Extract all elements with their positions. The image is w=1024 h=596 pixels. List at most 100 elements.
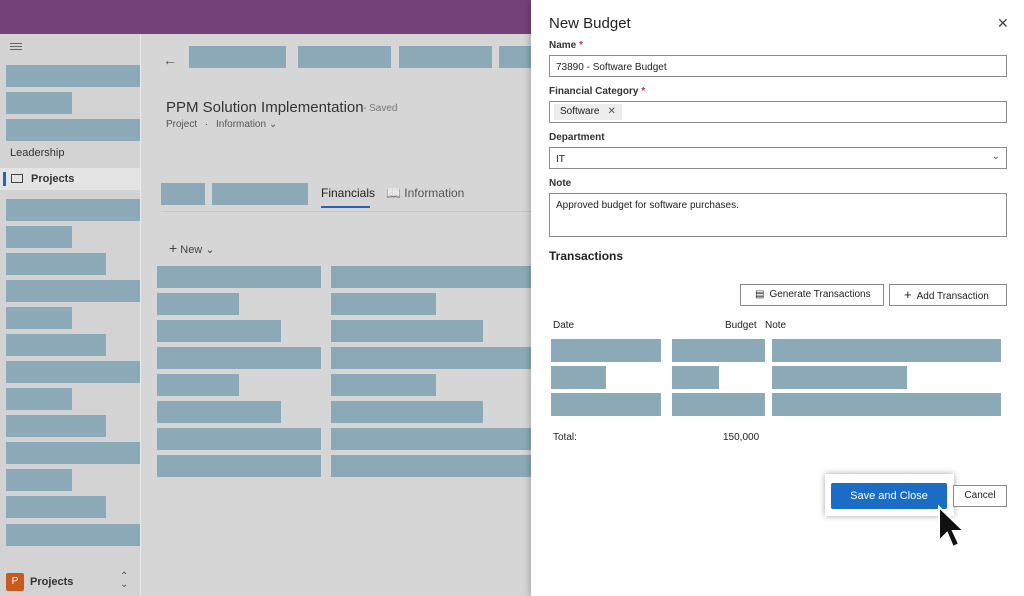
chevron-down-icon: ⌄ — [991, 151, 1000, 162]
save-and-close-button[interactable]: Save and Close — [831, 483, 947, 509]
sidebar-item[interactable] — [6, 469, 72, 491]
financial-category-label: Financial Category * — [549, 86, 646, 97]
sidebar-item[interactable] — [6, 496, 106, 518]
sidebar-item[interactable] — [6, 307, 72, 329]
transactions-heading: Transactions — [549, 249, 624, 263]
app-top-bar — [0, 0, 531, 34]
grid-cell — [331, 401, 483, 423]
total-label: Total: — [553, 432, 577, 443]
department-select[interactable]: IT ⌄ — [549, 147, 1007, 169]
grid-cell — [331, 266, 531, 288]
save-status: - Saved — [363, 103, 398, 114]
new-button[interactable]: + New ⌄ — [169, 240, 215, 256]
sidebar-item[interactable] — [6, 119, 140, 141]
note-label: Note — [549, 178, 572, 189]
tag-label: Software — [560, 106, 600, 117]
grid-cell — [157, 428, 321, 450]
transaction-cell[interactable] — [672, 339, 765, 362]
plus-icon: + — [169, 240, 178, 256]
sidebar-item[interactable] — [6, 388, 72, 410]
sidebar-item[interactable] — [6, 415, 106, 437]
new-label: New — [180, 244, 203, 256]
toolbar-button[interactable] — [298, 46, 391, 68]
selection-indicator — [3, 172, 6, 186]
department-label: Department — [549, 132, 605, 143]
add-label: Add Transaction — [916, 291, 989, 302]
transaction-cell[interactable] — [772, 366, 907, 389]
chevron-up-down-icon: ⌃ ⌄ — [120, 571, 129, 590]
page-title: PPM Solution Implementation — [166, 99, 364, 116]
sidebar-item[interactable] — [6, 253, 106, 275]
toolbar-button[interactable] — [499, 46, 531, 68]
sidebar-item[interactable] — [6, 334, 106, 356]
grid-cell — [157, 374, 239, 396]
form-name: Information — [216, 119, 267, 130]
active-tab-indicator — [321, 206, 370, 208]
sidebar-item[interactable] — [6, 226, 72, 248]
transaction-cell[interactable] — [772, 339, 1001, 362]
column-header-date: Date — [553, 320, 575, 331]
transaction-cell[interactable] — [772, 393, 1001, 416]
hamburger-menu-icon[interactable] — [10, 43, 22, 51]
area-switcher[interactable]: P Projects ⌃ ⌄ — [0, 568, 140, 596]
transaction-cell[interactable] — [672, 366, 719, 389]
financial-category-field[interactable]: Software ✕ — [549, 101, 1007, 123]
grid-cell — [157, 401, 281, 423]
plus-icon: + — [904, 287, 912, 302]
sidebar-item[interactable] — [6, 199, 140, 221]
generate-transactions-button[interactable]: ▤ Generate Transactions — [740, 284, 884, 306]
tab-placeholder[interactable] — [212, 183, 308, 205]
name-label: Name * — [549, 40, 583, 51]
grid-cell — [331, 428, 531, 450]
back-arrow-icon[interactable]: ← — [163, 52, 177, 68]
grid-cell — [331, 374, 436, 396]
area-avatar: P — [6, 573, 24, 591]
entity-type: Project — [166, 119, 198, 130]
dialog-title: New Budget — [549, 15, 631, 32]
mouse-pointer-icon — [938, 505, 967, 549]
transaction-cell[interactable] — [551, 366, 606, 389]
grid-cell — [157, 455, 321, 477]
form-selector[interactable]: Information ⌄ — [216, 119, 277, 130]
column-header-budget: Budget — [725, 320, 757, 331]
sidebar-item[interactable] — [6, 524, 140, 546]
name-value: 73890 - Software Budget — [556, 62, 667, 73]
transaction-cell[interactable] — [672, 393, 765, 416]
grid-cell — [157, 266, 321, 288]
note-textarea[interactable]: Approved budget for software purchases. — [549, 193, 1007, 237]
cancel-button[interactable]: Cancel — [953, 485, 1007, 507]
sidebar-item-projects[interactable]: Projects — [0, 168, 140, 190]
toolbar-button[interactable] — [399, 46, 492, 68]
category-tag: Software ✕ — [554, 104, 622, 120]
new-budget-dialog: New Budget ✕ Name * 73890 - Software Bud… — [531, 0, 1024, 596]
sidebar-item[interactable] — [6, 92, 72, 114]
tab-information[interactable]: 📖 Information — [386, 186, 464, 200]
tab-financials[interactable]: Financials — [321, 186, 376, 200]
department-value: IT — [556, 154, 565, 165]
toolbar-button[interactable] — [189, 46, 286, 68]
area-switcher-label: Projects — [30, 576, 74, 588]
name-field[interactable]: 73890 - Software Budget — [549, 55, 1007, 77]
tab-placeholder[interactable] — [161, 183, 205, 205]
sidebar-item[interactable] — [6, 442, 140, 464]
grid-cell — [157, 293, 239, 315]
tab-label: Information — [404, 186, 465, 200]
transaction-cell[interactable] — [551, 393, 661, 416]
grid-cell — [331, 320, 483, 342]
grid-cell — [331, 455, 531, 477]
sidebar-item[interactable] — [6, 361, 140, 383]
grid-cell — [157, 347, 321, 369]
sidebar-item-label: Projects — [31, 173, 75, 185]
add-transaction-button[interactable]: + Add Transaction — [889, 284, 1007, 306]
transaction-cell[interactable] — [551, 339, 661, 362]
total-value: 150,000 — [723, 432, 760, 443]
note-value: Approved budget for software purchases. — [556, 200, 739, 211]
projects-icon — [11, 174, 23, 183]
calculator-icon: ▤ — [755, 289, 765, 300]
sidebar: Leadership Projects P Projects ⌃ ⌄ — [0, 34, 140, 596]
remove-tag-icon[interactable]: ✕ — [607, 106, 616, 117]
sidebar-item[interactable] — [6, 280, 140, 302]
sidebar-item[interactable] — [6, 65, 140, 87]
close-icon[interactable]: ✕ — [997, 15, 1009, 31]
main-content: ← PPM Solution Implementation - Saved Pr… — [141, 34, 531, 596]
